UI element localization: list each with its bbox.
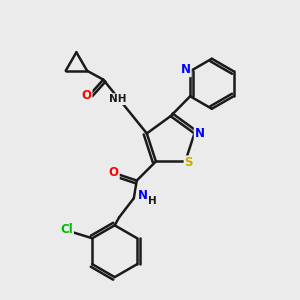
Text: O: O [82,89,92,102]
Text: NH: NH [109,94,126,104]
Text: O: O [109,166,119,179]
Text: S: S [184,156,193,170]
Text: H: H [148,196,156,206]
Text: N: N [181,63,191,76]
Text: N: N [195,127,205,140]
Text: Cl: Cl [60,223,73,236]
Text: N: N [138,189,148,203]
